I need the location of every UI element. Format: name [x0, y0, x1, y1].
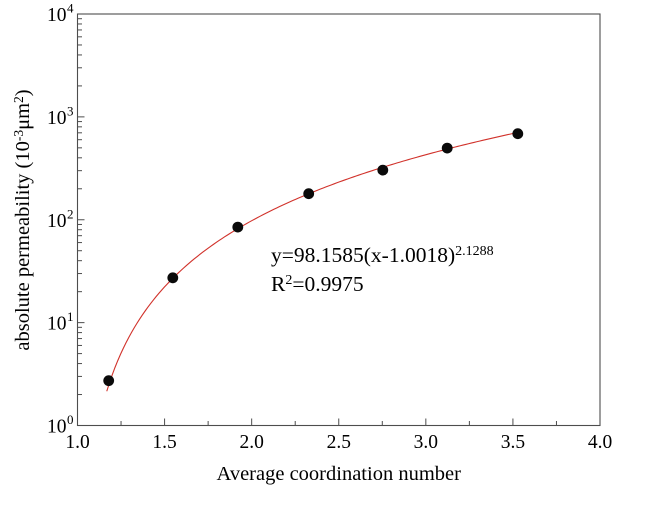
svg-text:1.0: 1.0 [65, 432, 89, 453]
svg-text:2.5: 2.5 [327, 432, 351, 453]
svg-text:2.0: 2.0 [239, 432, 263, 453]
svg-text:4: 4 [67, 1, 74, 16]
svg-text:Average coordination number: Average coordination number [217, 463, 462, 485]
svg-text:3.5: 3.5 [501, 432, 525, 453]
svg-text:3: 3 [67, 103, 74, 118]
svg-text:10: 10 [47, 5, 67, 26]
svg-text:1: 1 [67, 309, 74, 324]
svg-text:R2=0.9975: R2=0.9975 [271, 272, 364, 296]
svg-text:10: 10 [47, 417, 67, 438]
svg-text:absolute permeability (10-3μm2: absolute permeability (10-3μm2) [11, 89, 34, 350]
svg-text:10: 10 [47, 211, 67, 232]
svg-text:2: 2 [67, 206, 74, 221]
svg-text:10: 10 [47, 314, 67, 335]
svg-text:3.0: 3.0 [414, 432, 438, 453]
svg-text:4.0: 4.0 [588, 432, 612, 453]
svg-text:1.5: 1.5 [152, 432, 176, 453]
svg-text:y=98.1585(x-1.0018)2.1288: y=98.1585(x-1.0018)2.1288 [271, 243, 494, 267]
svg-text:0: 0 [67, 412, 74, 427]
svg-text:10: 10 [47, 108, 67, 129]
